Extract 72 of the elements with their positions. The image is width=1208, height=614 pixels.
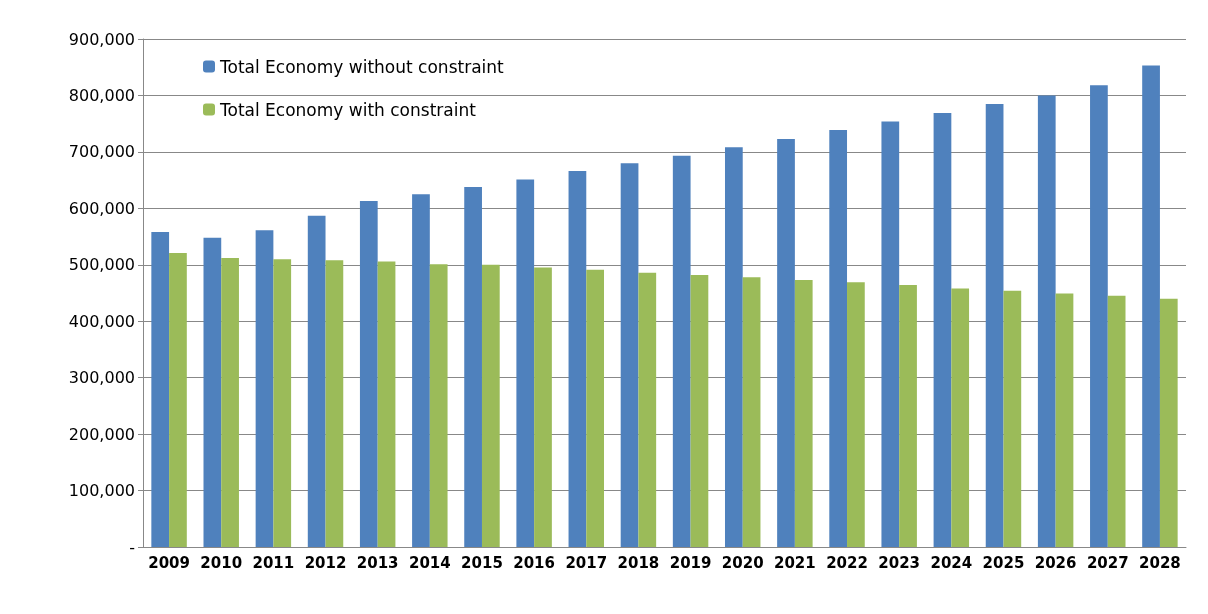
- bar: [933, 112, 952, 547]
- bar: [221, 258, 239, 547]
- bar: [742, 277, 761, 547]
- bar: [899, 285, 917, 547]
- bar: [620, 163, 639, 547]
- x-tick-label: 2028: [1139, 553, 1181, 572]
- bar: [377, 261, 396, 547]
- bar: [829, 129, 848, 547]
- y-tick-label: -: [129, 537, 135, 557]
- bar: [412, 194, 430, 547]
- bar: [568, 171, 587, 547]
- bar: [724, 147, 743, 547]
- y-tick-label: 900,000: [68, 29, 135, 49]
- x-tick-label: 2020: [721, 553, 764, 572]
- x-tick-label: 2018: [617, 553, 660, 572]
- x-tick-label: 2022: [826, 553, 868, 572]
- legend-label: Total Economy with constraint: [219, 99, 477, 120]
- bar: [273, 259, 292, 547]
- x-tick-label: 2019: [669, 553, 712, 572]
- x-tick-label: 2009: [148, 553, 190, 572]
- y-tick-label: 300,000: [68, 368, 135, 388]
- legend-label: Total Economy without constraint: [219, 56, 505, 77]
- x-tick-label: 2023: [878, 553, 921, 572]
- y-tick-label: 100,000: [68, 481, 135, 501]
- x-tick-label: 2021: [774, 553, 816, 572]
- bar: [481, 264, 500, 547]
- x-tick-label: 2024: [930, 553, 973, 572]
- y-tick-label: 700,000: [68, 142, 135, 162]
- bar: [534, 267, 552, 547]
- y-tick-label: 600,000: [68, 198, 135, 218]
- y-tick-label: 200,000: [68, 424, 135, 444]
- bar: [1159, 298, 1178, 547]
- bar: [638, 272, 657, 547]
- x-tick-label: 2010: [200, 553, 243, 572]
- x-tick-label: 2011: [252, 553, 295, 572]
- bar: [429, 264, 448, 547]
- bar: [464, 186, 482, 547]
- bar: [690, 274, 709, 547]
- y-tick-label: 400,000: [68, 311, 135, 331]
- x-tick-label: 2016: [513, 553, 555, 572]
- x-tick-label: 2027: [1086, 553, 1129, 572]
- bar: [985, 103, 1004, 547]
- bar: [881, 121, 900, 547]
- bar: [516, 179, 535, 547]
- bar: [794, 280, 813, 547]
- bar: [169, 252, 187, 547]
- bar: [672, 155, 691, 547]
- x-tick-label: 2013: [356, 553, 399, 572]
- bar: [586, 269, 605, 547]
- bar: [1107, 295, 1126, 547]
- x-tick-label: 2012: [304, 553, 347, 572]
- bar: [359, 201, 378, 547]
- y-tick-label: 800,000: [68, 85, 135, 105]
- bar: [1055, 293, 1074, 547]
- bar: [151, 232, 170, 547]
- bar: [325, 260, 344, 547]
- bar: [777, 138, 795, 547]
- bar: [255, 230, 274, 547]
- bar: [307, 215, 326, 547]
- y-tick-label: 500,000: [68, 255, 135, 275]
- bar: [951, 288, 970, 547]
- bar: [847, 282, 865, 547]
- bar: [1090, 85, 1108, 547]
- bar: [1037, 95, 1056, 547]
- bar: [1003, 290, 1022, 547]
- x-tick-label: 2015: [461, 553, 503, 572]
- bar: [203, 237, 222, 547]
- bar: [1142, 65, 1160, 547]
- x-tick-label: 2017: [565, 553, 608, 572]
- x-tick-label: 2025: [982, 553, 1025, 572]
- x-tick-label: 2014: [408, 553, 451, 572]
- x-tick-label: 2026: [1034, 553, 1077, 572]
